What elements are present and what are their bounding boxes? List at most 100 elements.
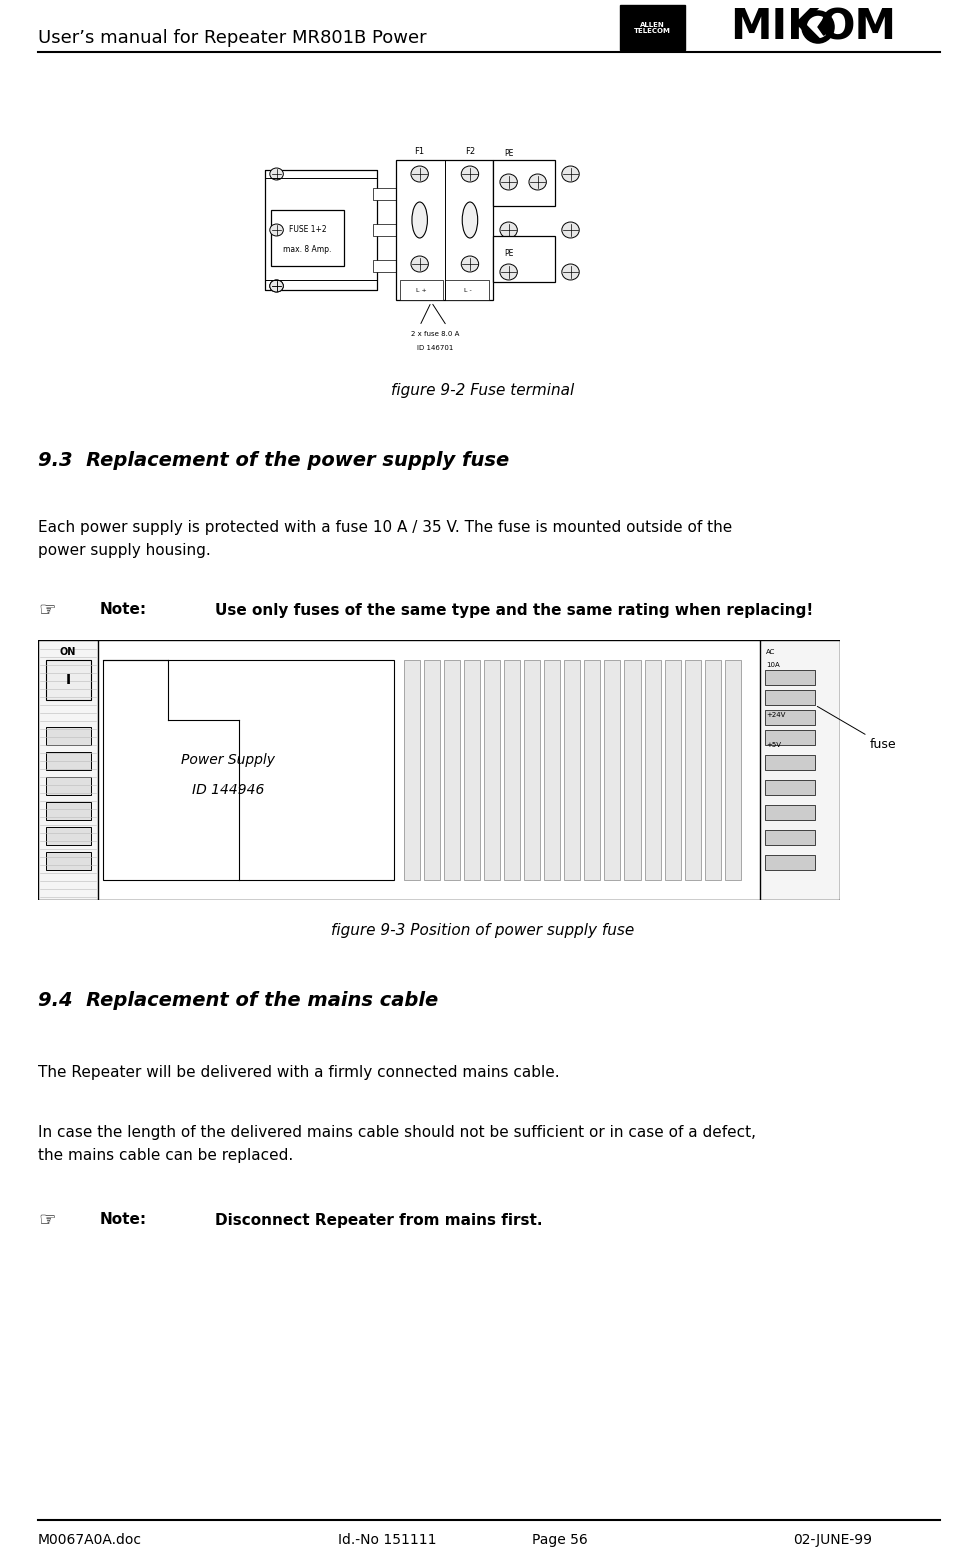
Bar bbox=[103, 660, 394, 880]
Ellipse shape bbox=[500, 174, 517, 190]
Text: AC: AC bbox=[766, 650, 776, 654]
Bar bbox=[46, 727, 91, 744]
Bar bbox=[38, 640, 98, 900]
Ellipse shape bbox=[270, 224, 283, 236]
Bar bbox=[765, 805, 815, 821]
Bar bbox=[765, 670, 815, 685]
Bar bbox=[373, 188, 400, 200]
Bar bbox=[265, 169, 377, 291]
Text: ALLEN
TELECOM: ALLEN TELECOM bbox=[633, 22, 670, 34]
Wedge shape bbox=[818, 19, 828, 36]
Text: figure 9-2 Fuse terminal: figure 9-2 Fuse terminal bbox=[392, 382, 574, 398]
Text: Note:: Note: bbox=[100, 603, 147, 617]
Text: ☞: ☞ bbox=[38, 600, 55, 620]
Text: ON: ON bbox=[60, 646, 76, 657]
Text: Id.-No 151111: Id.-No 151111 bbox=[338, 1532, 436, 1546]
Bar bbox=[765, 710, 815, 726]
Text: 9.3  Replacement of the power supply fuse: 9.3 Replacement of the power supply fuse bbox=[38, 451, 510, 469]
Bar bbox=[445, 280, 489, 300]
Bar bbox=[765, 755, 815, 769]
Text: figure 9-3 Position of power supply fuse: figure 9-3 Position of power supply fuse bbox=[332, 923, 634, 937]
Bar bbox=[493, 236, 555, 281]
Bar bbox=[373, 224, 400, 236]
Ellipse shape bbox=[411, 166, 428, 182]
Bar bbox=[373, 260, 400, 272]
Bar bbox=[664, 660, 681, 880]
Bar bbox=[46, 827, 91, 845]
Ellipse shape bbox=[500, 222, 517, 238]
Text: MIK: MIK bbox=[730, 6, 819, 48]
Text: ID 144946: ID 144946 bbox=[192, 783, 265, 797]
Bar bbox=[424, 660, 440, 880]
Bar bbox=[404, 660, 420, 880]
Bar bbox=[484, 660, 500, 880]
Bar bbox=[625, 660, 640, 880]
Bar bbox=[493, 160, 555, 207]
Text: 02-JUNE-99: 02-JUNE-99 bbox=[793, 1532, 872, 1546]
Bar bbox=[46, 777, 91, 796]
Ellipse shape bbox=[462, 202, 478, 238]
Text: Page 56: Page 56 bbox=[532, 1532, 588, 1546]
Bar bbox=[584, 660, 601, 880]
Text: 9.4  Replacement of the mains cable: 9.4 Replacement of the mains cable bbox=[38, 990, 438, 1010]
Text: Power Supply: Power Supply bbox=[182, 754, 276, 768]
Bar bbox=[544, 660, 560, 880]
Ellipse shape bbox=[270, 280, 283, 292]
Bar bbox=[604, 660, 621, 880]
Text: ☞: ☞ bbox=[38, 1211, 55, 1229]
Ellipse shape bbox=[412, 202, 427, 238]
Bar bbox=[396, 160, 493, 300]
Bar bbox=[271, 210, 344, 266]
Ellipse shape bbox=[500, 264, 517, 280]
Text: L -: L - bbox=[464, 287, 472, 292]
Text: ID 146701: ID 146701 bbox=[417, 345, 454, 351]
Text: I: I bbox=[66, 673, 71, 687]
Text: PE: PE bbox=[504, 249, 513, 258]
Text: 10A: 10A bbox=[766, 662, 779, 668]
Text: max. 8 Amp.: max. 8 Amp. bbox=[283, 246, 332, 255]
Bar bbox=[46, 852, 91, 870]
Ellipse shape bbox=[529, 174, 546, 190]
Bar bbox=[645, 660, 660, 880]
Text: In case the length of the delivered mains cable should not be sufficient or in c: In case the length of the delivered main… bbox=[38, 1125, 756, 1162]
Text: The Repeater will be delivered with a firmly connected mains cable.: The Repeater will be delivered with a fi… bbox=[38, 1064, 560, 1080]
Ellipse shape bbox=[461, 256, 479, 272]
Text: Note:: Note: bbox=[100, 1212, 147, 1228]
Bar bbox=[464, 660, 480, 880]
Bar bbox=[685, 660, 701, 880]
Ellipse shape bbox=[270, 168, 283, 180]
Ellipse shape bbox=[411, 256, 428, 272]
Bar bbox=[504, 660, 520, 880]
Bar bbox=[565, 660, 580, 880]
Text: Use only fuses of the same type and the same rating when replacing!: Use only fuses of the same type and the … bbox=[215, 603, 813, 617]
Text: F2: F2 bbox=[465, 148, 475, 155]
Text: OM: OM bbox=[820, 6, 897, 48]
Text: Disconnect Repeater from mains first.: Disconnect Repeater from mains first. bbox=[215, 1212, 542, 1228]
Text: User’s manual for Repeater MR801B Power: User’s manual for Repeater MR801B Power bbox=[38, 30, 426, 47]
Bar bbox=[400, 280, 443, 300]
Text: L +: L + bbox=[416, 287, 427, 292]
Ellipse shape bbox=[562, 166, 579, 182]
Text: F1: F1 bbox=[415, 148, 425, 155]
Ellipse shape bbox=[562, 264, 579, 280]
Bar bbox=[765, 830, 815, 845]
Text: Each power supply is protected with a fuse 10 A / 35 V. The fuse is mounted outs: Each power supply is protected with a fu… bbox=[38, 521, 732, 558]
Bar bbox=[765, 690, 815, 706]
Bar bbox=[760, 640, 840, 900]
Text: +5V: +5V bbox=[766, 741, 780, 747]
Bar bbox=[46, 802, 91, 821]
Text: 2 x fuse 8.0 A: 2 x fuse 8.0 A bbox=[411, 331, 459, 337]
Text: M0067A0A.doc: M0067A0A.doc bbox=[38, 1532, 142, 1546]
Bar bbox=[46, 660, 91, 699]
Text: PE: PE bbox=[504, 149, 513, 159]
Bar bbox=[46, 752, 91, 769]
Bar bbox=[765, 780, 815, 796]
Bar bbox=[705, 660, 720, 880]
Bar bbox=[765, 730, 815, 744]
Ellipse shape bbox=[270, 280, 283, 292]
Ellipse shape bbox=[461, 166, 479, 182]
Bar bbox=[620, 5, 685, 50]
Text: +24V: +24V bbox=[766, 712, 785, 718]
Bar bbox=[524, 660, 541, 880]
Bar bbox=[765, 855, 815, 870]
